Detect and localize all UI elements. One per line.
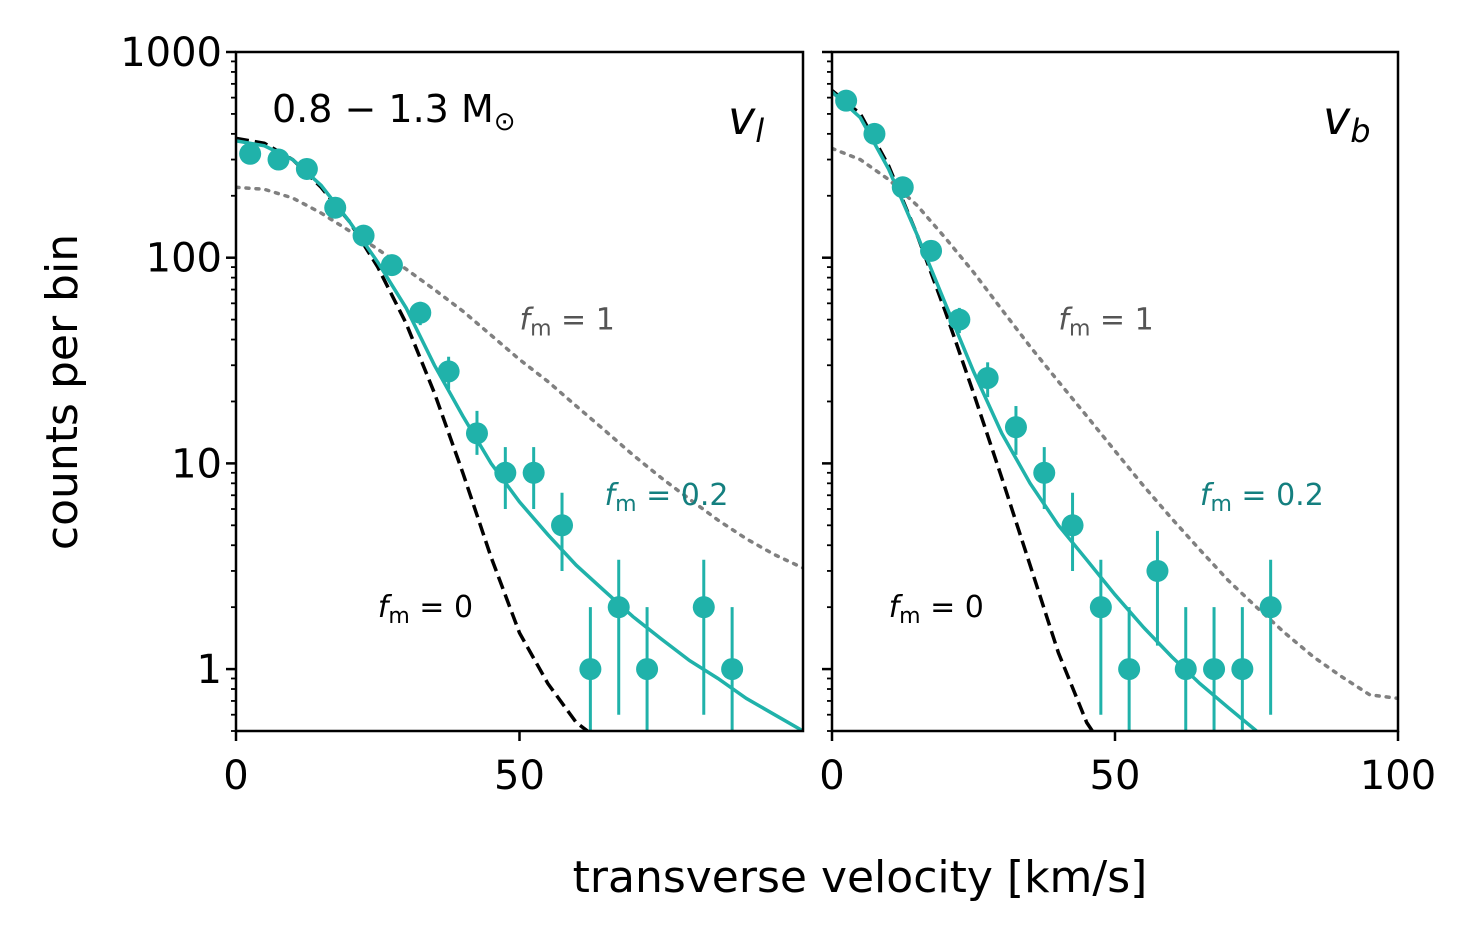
plot-area [832, 89, 1398, 731]
mass-label-main: 0.8 − 1.3 M [272, 87, 494, 131]
data-point [692, 596, 715, 619]
data-point [863, 122, 886, 145]
panel-label-main: v [1323, 91, 1351, 145]
x-tick-label: 50 [494, 753, 545, 799]
data-point [1004, 416, 1027, 439]
x-tick-label: 100 [1360, 753, 1436, 799]
annotation-subscript: m [615, 492, 636, 517]
y-tick-label: 10 [171, 441, 222, 487]
data-point [607, 596, 630, 619]
annotation-value: = 0.2 [1232, 478, 1324, 513]
curve-annotation: fm = 1 [1058, 303, 1153, 342]
curve-annotation: fm = 0 [889, 590, 984, 629]
data-point [295, 157, 318, 180]
curve-dashed [236, 136, 589, 731]
data-point [1089, 596, 1112, 619]
data-point [494, 461, 517, 484]
data-point [920, 239, 943, 262]
panel-label-sub: l [755, 112, 764, 150]
y-tick-label: 100 [146, 236, 222, 282]
panel-label-sub: b [1350, 112, 1370, 150]
data-point [721, 658, 744, 681]
data-point [948, 308, 971, 331]
data-point [522, 461, 545, 484]
data-point [380, 254, 403, 277]
y-axis-title: counts per bin [37, 234, 88, 550]
data-point [891, 176, 914, 199]
data-point [352, 224, 375, 247]
annotation-value: = 0.2 [637, 478, 729, 513]
annotation-subscript: m [388, 604, 409, 629]
x-tick-label: 50 [1090, 753, 1141, 799]
annotation-subscript: m [1210, 492, 1231, 517]
annotation-value: = 0 [410, 590, 473, 625]
data-point [1061, 514, 1084, 537]
x-tick-label: 0 [223, 753, 248, 799]
mass-label-sub: ⊙ [494, 107, 516, 137]
curve-dotted [832, 146, 1398, 701]
data-point [551, 514, 574, 537]
curve-annotation: fm = 0 [378, 590, 473, 629]
data-point [1146, 559, 1169, 582]
data-point [409, 301, 432, 324]
curve-solid [236, 139, 803, 731]
y-tick-label: 1 [197, 647, 222, 693]
data-point [465, 422, 488, 445]
curve-dashed [832, 89, 1094, 731]
data-point [437, 360, 460, 383]
panel-label: vl [728, 91, 764, 150]
curve-annotation: fm = 1 [520, 303, 615, 342]
curve-dotted [236, 185, 803, 570]
x-tick-label: 0 [819, 753, 844, 799]
y-tick-label: 1000 [120, 30, 222, 76]
data-point [579, 658, 602, 681]
annotation-value: = 0 [921, 590, 984, 625]
data-point [835, 89, 858, 112]
data-point [976, 367, 999, 390]
plot-frame [234, 50, 805, 733]
curve-annotation: fm = 0.2 [1200, 478, 1324, 517]
panel-left: 1 10 100 1000 0 50 fm = 1 fm = 0.2 fm = 0 vl [120, 30, 805, 799]
data-point [1231, 658, 1254, 681]
data-point [636, 658, 659, 681]
data-point [324, 196, 347, 219]
data-point [239, 142, 262, 165]
curve-annotation: fm = 0.2 [605, 478, 729, 517]
panel-label-main: v [728, 91, 756, 145]
data-point [1203, 658, 1226, 681]
data-point [1033, 461, 1056, 484]
data-point [1174, 658, 1197, 681]
x-axis-title: transverse velocity [km/s] [573, 852, 1148, 903]
plot-area [236, 136, 803, 731]
panel-right: 0 50 100 fm = 1 fm = 0.2 fm = 0 vb [819, 50, 1436, 799]
annotation-value: = 1 [552, 303, 615, 338]
data-point [1118, 658, 1141, 681]
annotation-subscript: m [1069, 317, 1090, 342]
data-point [1259, 596, 1282, 619]
panel-label: vb [1323, 91, 1371, 150]
annotation-subscript: m [899, 604, 920, 629]
annotation-subscript: m [530, 317, 551, 342]
mass-label: 0.8 − 1.3 M⊙ [272, 87, 516, 137]
data-point [267, 148, 290, 171]
annotation-value: = 1 [1090, 303, 1153, 338]
